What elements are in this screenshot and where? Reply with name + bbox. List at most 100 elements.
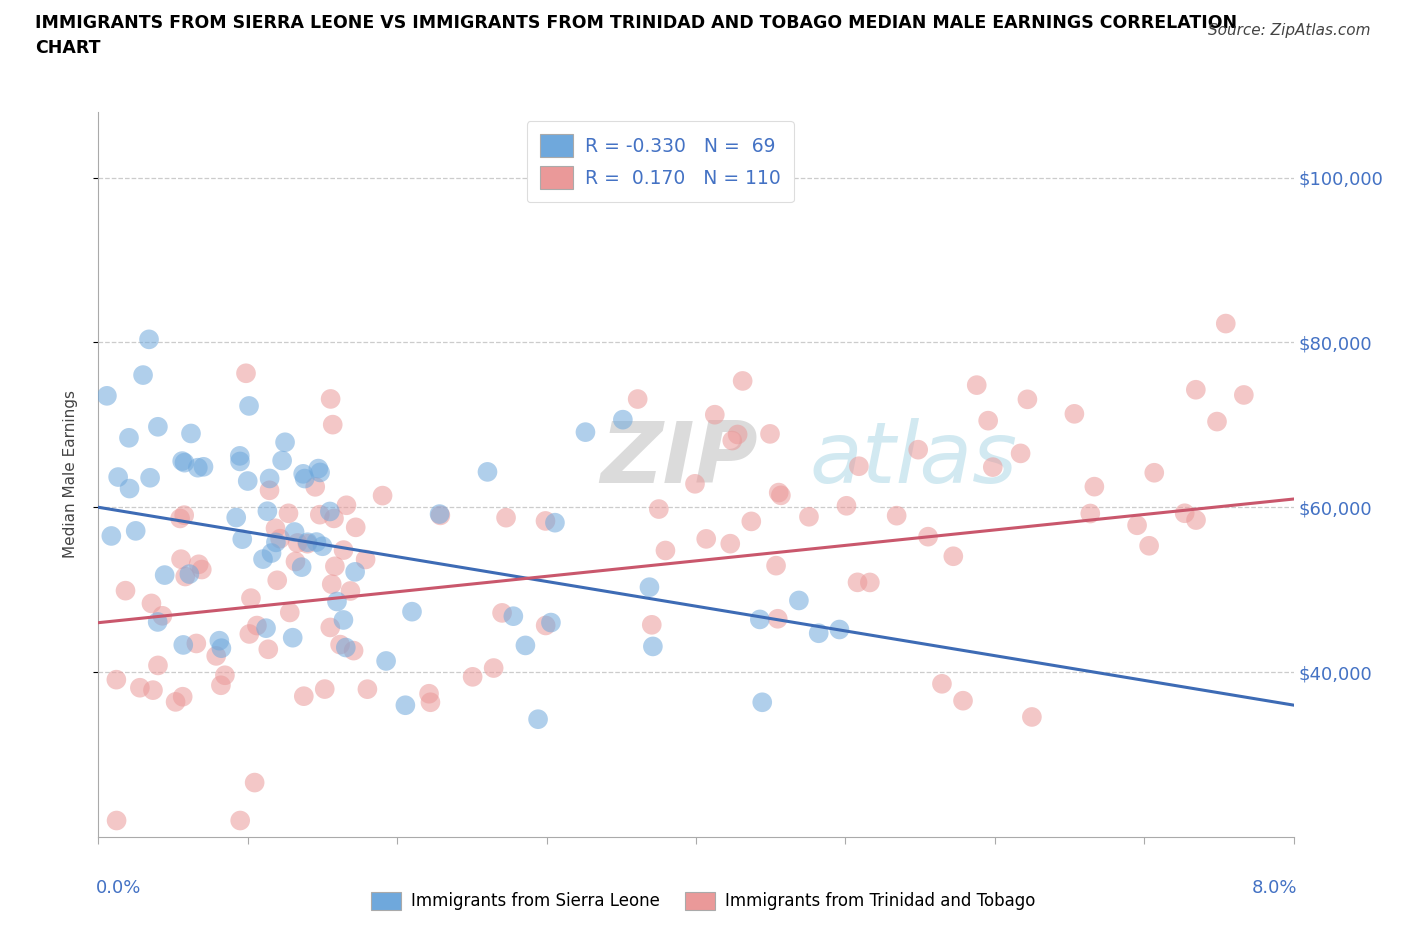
Point (859, 575, 882, 590)
Point (305, 535, 328, 550)
Point (297, 537, 319, 551)
Point (322, 418, 344, 432)
Point (308, 507, 330, 522)
Point (1233, 388, 1256, 403)
Point (323, 559, 346, 574)
Point (187, 460, 209, 475)
Point (654, 543, 676, 558)
Point (344, 520, 367, 535)
Text: Source: ZipAtlas.com: Source: ZipAtlas.com (1208, 23, 1371, 38)
Point (264, 535, 287, 550)
Point (344, 565, 367, 579)
Point (274, 435, 297, 450)
Point (731, 374, 754, 389)
Point (544, 515, 567, 530)
Point (534, 513, 557, 528)
Point (339, 583, 361, 598)
Point (534, 618, 557, 633)
Point (146, 419, 169, 434)
Point (828, 622, 851, 637)
Point (977, 413, 1000, 428)
Legend: Immigrants from Sierra Leone, Immigrants from Trinidad and Tobago: Immigrants from Sierra Leone, Immigrants… (364, 885, 1042, 917)
Point (284, 554, 307, 569)
Point (307, 461, 329, 476)
Point (139, 471, 162, 485)
Point (495, 511, 517, 525)
Point (418, 686, 440, 701)
Point (703, 407, 725, 422)
Point (118, 481, 141, 496)
Point (907, 443, 929, 458)
Point (254, 620, 277, 635)
Point (105, 672, 128, 687)
Point (942, 549, 965, 564)
Point (335, 498, 357, 512)
Point (1010, 446, 1032, 461)
Point (174, 569, 197, 584)
Point (319, 504, 342, 519)
Point (229, 813, 252, 828)
Text: atlas: atlas (810, 418, 1018, 501)
Point (966, 378, 988, 392)
Point (477, 464, 499, 479)
Point (209, 678, 232, 693)
Point (1126, 518, 1149, 533)
Point (886, 508, 908, 523)
Point (695, 531, 717, 546)
Point (314, 682, 336, 697)
Point (540, 615, 562, 630)
Point (257, 642, 280, 657)
Point (765, 558, 787, 573)
Point (612, 412, 634, 427)
Point (751, 695, 773, 710)
Point (256, 504, 278, 519)
Point (114, 583, 136, 598)
Point (172, 689, 194, 704)
Point (105, 813, 128, 828)
Point (243, 775, 266, 790)
Point (319, 620, 342, 635)
Point (1185, 382, 1208, 397)
Point (239, 591, 262, 605)
Point (342, 644, 364, 658)
Point (332, 613, 354, 628)
Point (259, 483, 281, 498)
Point (401, 604, 423, 619)
Point (309, 465, 332, 480)
Point (146, 658, 169, 672)
Point (502, 609, 524, 624)
Point (172, 637, 194, 652)
Point (429, 508, 451, 523)
Point (284, 525, 307, 539)
Point (150, 608, 173, 623)
Point (1174, 506, 1197, 521)
Point (648, 501, 671, 516)
Point (768, 485, 790, 500)
Point (205, 648, 228, 663)
Point (375, 654, 398, 669)
Point (319, 392, 342, 406)
Point (191, 562, 214, 577)
Point (683, 476, 706, 491)
Point (931, 676, 953, 691)
Point (294, 472, 316, 486)
Point (748, 612, 770, 627)
Point (1143, 465, 1166, 480)
Point (187, 557, 209, 572)
Legend: R = -0.330   N =  69, R =  0.170   N = 110: R = -0.330 N = 69, R = 0.170 N = 110 (527, 121, 793, 203)
Point (917, 529, 939, 544)
Point (142, 683, 165, 698)
Point (419, 695, 441, 710)
Point (527, 711, 550, 726)
Point (153, 567, 176, 582)
Point (1078, 506, 1101, 521)
Point (271, 453, 294, 468)
Point (208, 633, 231, 648)
Y-axis label: Median Male Earnings: Median Male Earnings (63, 391, 77, 558)
Point (291, 560, 314, 575)
Point (229, 454, 252, 469)
Point (246, 618, 269, 633)
Point (260, 546, 283, 561)
Point (323, 511, 346, 525)
Point (797, 510, 820, 525)
